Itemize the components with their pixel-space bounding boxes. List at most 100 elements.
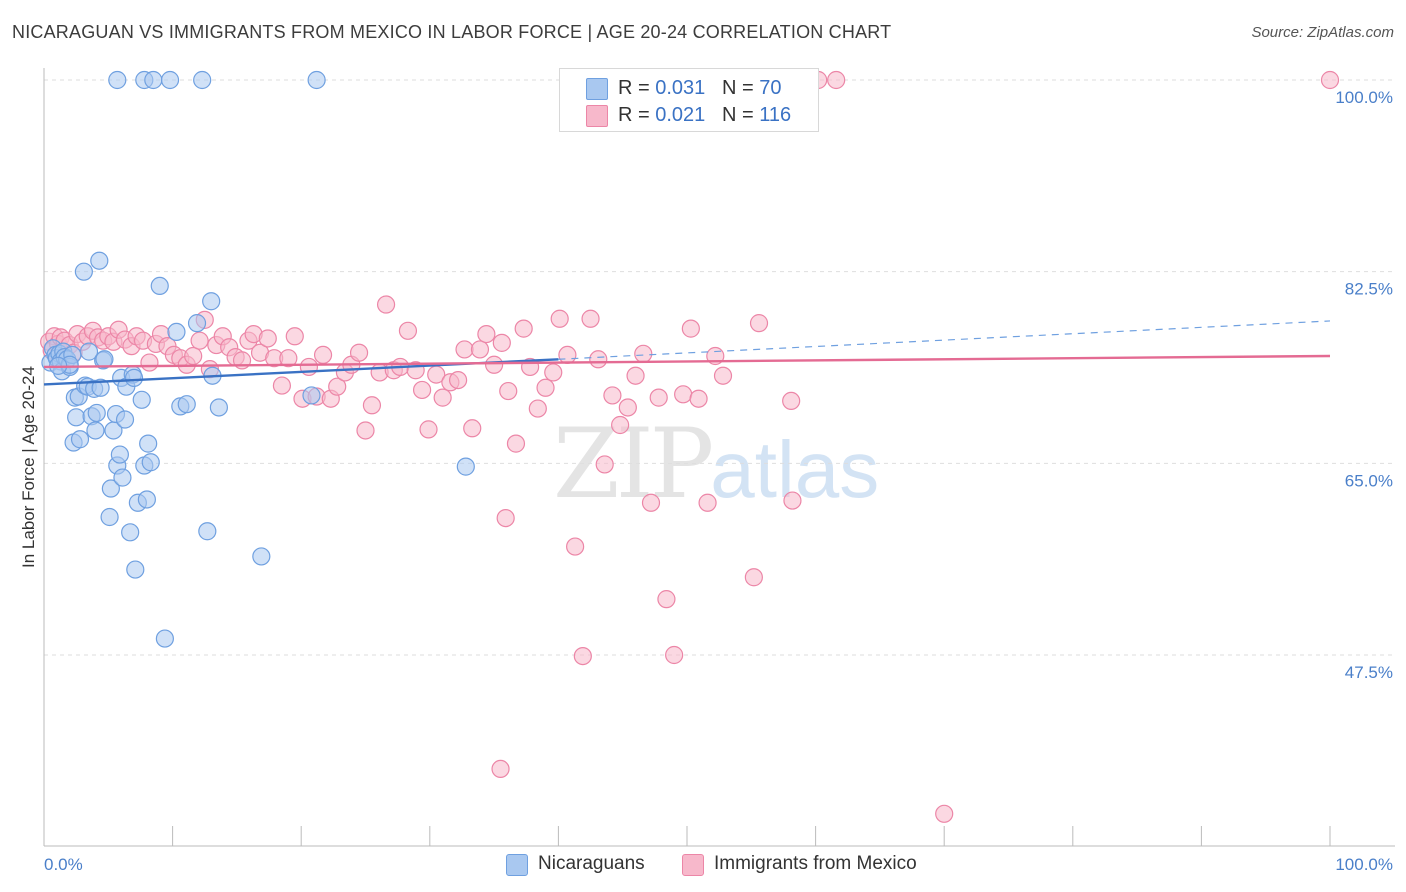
data-point bbox=[113, 468, 132, 487]
data-point bbox=[74, 262, 93, 281]
data-point bbox=[90, 251, 109, 270]
data-point bbox=[87, 403, 106, 423]
data-point bbox=[126, 560, 145, 579]
data-point bbox=[491, 759, 510, 779]
series-nicaraguans bbox=[41, 70, 475, 648]
data-point bbox=[91, 378, 110, 397]
watermark-zip: ZIP bbox=[553, 408, 714, 520]
data-point bbox=[433, 388, 452, 407]
data-point bbox=[419, 420, 438, 439]
trend-lines bbox=[43, 320, 1331, 386]
data-point bbox=[144, 70, 163, 90]
data-point bbox=[184, 346, 203, 366]
legend-r-value: 0.031 bbox=[655, 77, 706, 99]
data-point bbox=[626, 366, 645, 385]
y-tick-label: 47.5% bbox=[1345, 663, 1393, 682]
data-point bbox=[558, 345, 577, 365]
data-point bbox=[209, 398, 228, 417]
data-point bbox=[506, 434, 526, 453]
data-points bbox=[40, 70, 1340, 823]
data-point bbox=[398, 321, 418, 340]
data-point bbox=[492, 333, 511, 352]
data-point bbox=[514, 319, 533, 338]
data-point bbox=[935, 804, 954, 823]
data-point bbox=[689, 389, 708, 408]
data-point bbox=[634, 344, 653, 363]
y-tick-label: 65.0% bbox=[1345, 471, 1393, 490]
chart-title: NICARAGUAN VS IMMIGRANTS FROM MEXICO IN … bbox=[12, 22, 892, 42]
data-point bbox=[581, 309, 600, 328]
data-point bbox=[499, 381, 518, 401]
data-point bbox=[376, 295, 396, 314]
data-point bbox=[101, 479, 120, 498]
data-point bbox=[362, 396, 382, 415]
data-point bbox=[470, 340, 490, 359]
legend-label-nicaraguans: Nicaraguans bbox=[538, 853, 645, 874]
legend-r-value: 0.021 bbox=[655, 104, 706, 126]
data-point bbox=[252, 547, 271, 566]
data-point bbox=[595, 455, 614, 474]
data-point bbox=[177, 395, 196, 414]
data-point bbox=[155, 629, 174, 648]
data-point bbox=[70, 430, 90, 449]
data-point bbox=[150, 276, 169, 296]
data-point bbox=[782, 391, 801, 411]
trend-line bbox=[43, 354, 1331, 369]
data-point bbox=[649, 388, 668, 407]
data-point bbox=[611, 415, 630, 435]
data-point bbox=[202, 292, 221, 311]
data-point bbox=[412, 380, 432, 400]
data-point bbox=[140, 353, 159, 372]
legend-swatch-nicaraguans bbox=[506, 854, 528, 876]
data-point bbox=[279, 349, 298, 368]
data-point bbox=[698, 493, 717, 512]
data-point bbox=[783, 491, 802, 510]
trend-line-extension bbox=[558, 320, 1331, 360]
data-point bbox=[665, 645, 684, 665]
data-point bbox=[272, 376, 292, 395]
data-point bbox=[573, 646, 592, 666]
data-point bbox=[132, 390, 151, 409]
data-point bbox=[193, 70, 212, 90]
legend-r-label: R = bbox=[618, 104, 656, 126]
data-point bbox=[349, 343, 369, 362]
data-point bbox=[674, 385, 693, 404]
data-point bbox=[657, 590, 676, 609]
data-point bbox=[160, 70, 180, 90]
data-point bbox=[536, 378, 555, 397]
series-mexico bbox=[40, 70, 1340, 823]
data-point bbox=[137, 490, 156, 509]
data-point bbox=[121, 523, 140, 542]
legend-n-value: 116 bbox=[759, 104, 792, 126]
legend-swatch-mexico bbox=[682, 854, 704, 876]
data-point bbox=[198, 522, 217, 541]
data-point bbox=[95, 350, 114, 369]
data-point bbox=[456, 457, 475, 476]
data-point bbox=[108, 70, 127, 90]
legend-swatch-mexico bbox=[586, 105, 608, 127]
data-point bbox=[307, 70, 326, 90]
data-point bbox=[603, 386, 622, 405]
data-point bbox=[356, 421, 375, 440]
data-point bbox=[448, 370, 468, 390]
series-legend: Nicaraguans Immigrants from Mexico bbox=[0, 850, 1406, 880]
chart-source: Source: ZipAtlas.com bbox=[1251, 24, 1394, 41]
data-point bbox=[313, 345, 333, 365]
data-point bbox=[258, 329, 277, 348]
y-axis-title: In Labor Force | Age 20-24 bbox=[19, 366, 38, 568]
legend-n-value: 70 bbox=[759, 77, 782, 99]
data-point bbox=[744, 568, 763, 587]
tick-labels: 47.5% 65.0% 82.5% 100.0% 0.0% 100.0% In Labor … bbox=[19, 88, 1393, 874]
data-point bbox=[190, 331, 209, 350]
data-point bbox=[589, 350, 608, 369]
data-point bbox=[115, 410, 135, 429]
data-point bbox=[566, 537, 585, 556]
data-point bbox=[139, 434, 158, 453]
stats-legend: R = 0.031 N = 70 R = 0.021 N = 116 bbox=[559, 68, 819, 132]
data-point bbox=[618, 398, 637, 417]
data-point bbox=[641, 493, 661, 512]
data-point bbox=[328, 377, 347, 396]
y-tick-label: 100.0% bbox=[1335, 88, 1393, 107]
data-point bbox=[110, 445, 129, 464]
